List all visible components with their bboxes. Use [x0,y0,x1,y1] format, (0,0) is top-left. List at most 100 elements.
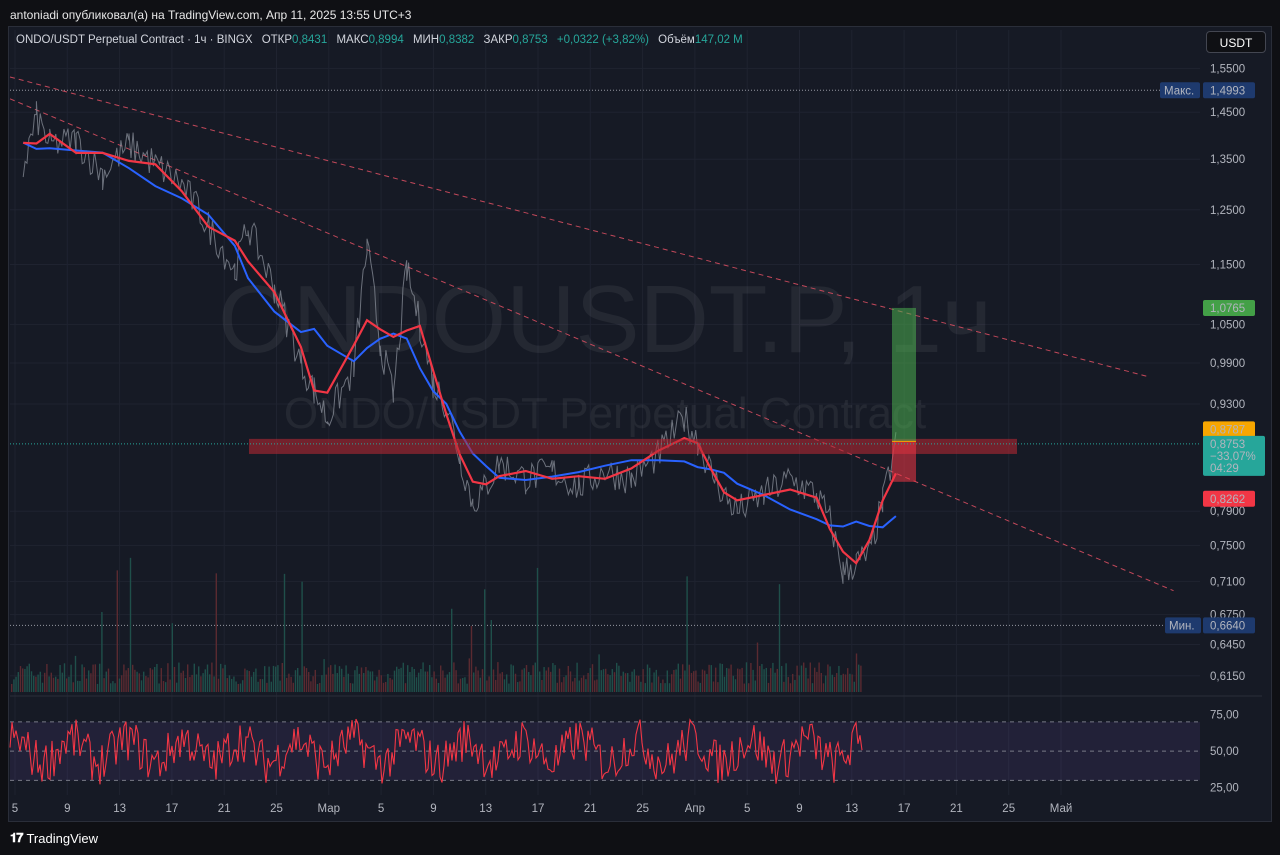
volume-bar [783,681,785,692]
volume-bar [385,681,387,692]
volume-bar [312,676,314,692]
volume-bar [655,669,657,692]
volume-bar [365,667,367,692]
volume-bar [514,673,517,692]
volume-bar [226,678,228,692]
volume-bar [99,663,101,692]
volume-bar [451,608,453,692]
volume-bar [805,667,807,692]
max-price-badge [1203,82,1255,99]
volume-bar [85,678,88,692]
volume-bar [255,668,257,692]
volume-bar [728,668,730,692]
volume-bar [710,665,712,692]
price-tick-label: 1,0500 [1210,319,1245,331]
min-price-badge [1203,617,1255,634]
volume-bar [431,677,433,692]
volume-bar [266,682,268,692]
volume-bar [50,672,52,692]
volume-bar [193,663,195,692]
currency-button[interactable]: USDT [1206,31,1266,53]
volume-bar [448,672,451,692]
volume-bar [798,675,800,692]
tradingview-footer[interactable]: 𝟏𝟕 TradingView [10,830,98,846]
publish-bar: antoniadi опубликовал(а) на TradingView.… [0,0,1280,28]
volume-bar [26,666,28,692]
volume-bar [836,673,838,692]
volume-bar [272,665,275,692]
publish-info: antoniadi опубликовал(а) на TradingView.… [10,8,412,22]
volume-bar [303,666,305,692]
volume-bar [250,676,253,692]
volume-bar [349,683,352,692]
volume-bar [715,667,717,692]
max-price-text: 1,4993 [1210,85,1245,97]
volume-bar [506,674,508,692]
volume-bar [726,668,728,692]
volume-bar [136,671,138,692]
target-price-text: 1,0765 [1210,303,1245,315]
legend-symbol[interactable]: ONDO/USDT Perpetual Contract · 1ч · BING… [16,34,253,46]
volume-bar [140,680,143,692]
volume-bar [622,671,624,692]
entry-price-text: 0,8787 [1210,424,1245,436]
volume-bar [363,673,365,692]
volume-bar [277,665,279,692]
volume-bar [61,672,63,692]
volume-bar [400,667,402,692]
max-label-text: Макс. [1164,85,1194,97]
volume-bar [486,680,488,692]
legend-volume-value: 147,02 M [694,34,743,46]
volume-bar [664,683,666,692]
volume-bar [30,671,33,692]
tradingview-wordmark: TradingView [26,830,99,846]
volume-bar [706,674,708,692]
volume-bar [675,669,677,692]
volume-bar [162,681,165,692]
volume-bar [737,668,739,692]
volume-bar [565,675,567,692]
current-timer-text: 04:29 [1210,463,1239,475]
volume-bar [508,683,510,692]
volume-bar [437,682,440,692]
volume-bar [532,665,534,692]
resistance-zone [249,438,1017,454]
volume-bar [261,679,264,692]
volume-bar [585,679,587,692]
volume-bar [818,662,820,692]
volume-bar [391,679,393,692]
volume-bar [268,666,270,692]
time-tick-label: 25 [1002,803,1015,815]
watermark-description: ONDO/USDT Perpetual Contract [284,389,926,438]
volume-bar [688,664,690,692]
volume-bar [446,674,448,692]
volume-bar [68,676,70,692]
volume-bar [158,683,160,692]
volume-bar [334,664,336,692]
volume-bar [429,665,431,692]
volume-bar [851,674,853,692]
time-tick-label: 13 [479,803,492,815]
volume-bar [607,674,609,692]
volume-bar [794,679,796,692]
volume-bar [519,681,521,692]
volume-bar [860,665,862,692]
volume-bar [578,680,580,692]
volume-bar [407,665,409,692]
time-tick-label: 21 [950,803,963,815]
volume-bar [704,670,706,692]
volume-bar [569,671,572,692]
volume-bar [473,672,475,692]
volume-bar [739,669,741,692]
volume-bar [308,672,310,692]
volume-bar [169,679,171,692]
volume-bar [213,676,215,692]
volume-bar [178,662,180,692]
price-tick-label: 0,6450 [1210,639,1245,651]
legend-open-value: 0,8431 [292,34,328,46]
volume-bar [499,673,501,692]
volume-bar [253,671,255,692]
volume-bar [270,681,272,692]
volume-bar [624,673,627,692]
